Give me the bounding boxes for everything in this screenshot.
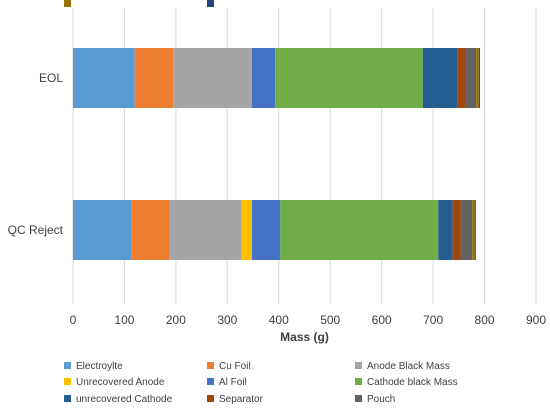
bar-segment-qc-reject-electroylte <box>73 200 132 260</box>
x-tick-label: 200 <box>166 313 186 327</box>
legend-swatch <box>207 362 214 369</box>
bar-segment-eol-unrecovered-cathode <box>422 48 458 108</box>
legend-item: Anode Black Mass <box>355 361 450 372</box>
bar-segment-qc-reject-anode-black-mass <box>169 200 242 260</box>
bar-segment-qc-reject-al-foil <box>252 200 281 260</box>
legend-item: Unrecovered Anode <box>64 377 165 388</box>
x-tick-label: 600 <box>372 313 392 327</box>
legend-item: Pouch <box>355 394 395 405</box>
legend-swatch <box>355 362 362 369</box>
legend-item: Cu Tab <box>64 0 108 7</box>
bar-segment-qc-reject-al-tab <box>474 200 476 260</box>
legend-item: Cathode black Mass <box>355 377 458 388</box>
legend-label: Cathode black Mass <box>367 377 458 388</box>
legend-swatch <box>64 395 71 402</box>
bar-segment-eol-al-tab <box>478 48 480 108</box>
legend-swatch <box>64 0 71 7</box>
x-tick-label: 700 <box>423 313 443 327</box>
x-tick-label: 800 <box>475 313 495 327</box>
x-axis-title: Mass (g) <box>280 330 329 344</box>
x-tick-label: 0 <box>70 313 77 327</box>
legend-label: Pouch <box>367 394 395 405</box>
legend-label: Al Tab <box>219 0 247 3</box>
bar-segment-qc-reject-cu-foil <box>131 200 170 260</box>
bar-segment-qc-reject-separator <box>452 200 461 260</box>
bar-segment-eol-anode-black-mass <box>173 48 253 108</box>
legend: Electroylte Cu Foil Anode Black Mass Unreco… <box>64 0 458 405</box>
x-tick-label: 500 <box>320 313 340 327</box>
bar-segment-qc-reject-pouch <box>460 200 473 260</box>
bar-segment-eol-cu-tab <box>476 48 479 108</box>
legend-swatch <box>207 0 214 7</box>
legend-label: Cu Tab <box>76 0 108 3</box>
bars <box>73 48 480 260</box>
legend-label: Anode Black Mass <box>367 361 450 372</box>
legend-item: Separator <box>207 394 264 405</box>
bar-segment-eol-al-foil <box>252 48 276 108</box>
legend-label: Electroylte <box>76 361 123 372</box>
y-category-label: EOL <box>39 71 63 85</box>
bar-segment-qc-reject-cathode-black-mass <box>280 200 439 260</box>
bar-segment-eol-cu-foil <box>134 48 174 108</box>
legend-swatch <box>207 378 214 385</box>
legend-swatch <box>64 362 71 369</box>
legend-swatch <box>64 378 71 385</box>
x-tick-label: 400 <box>269 313 289 327</box>
legend-swatch <box>355 378 362 385</box>
legend-label: Cu Foil <box>219 361 251 372</box>
bar-segment-qc-reject-unrecovered-anode <box>241 200 253 260</box>
legend-label: Al Foil <box>219 377 247 388</box>
legend-item: Cu Foil <box>207 361 251 372</box>
bar-segment-qc-reject-cu-tab <box>472 200 475 260</box>
legend-item: unrecovered Cathode <box>64 394 173 405</box>
legend-label: Separator <box>219 394 264 405</box>
legend-swatch <box>355 395 362 402</box>
y-category-label: QC Reject <box>8 223 64 237</box>
legend-label: unrecovered Cathode <box>76 394 173 405</box>
x-tick-label: 100 <box>114 313 134 327</box>
legend-label: Unrecovered Anode <box>76 377 165 388</box>
legend-swatch <box>207 395 214 402</box>
bar-segment-eol-cathode-black-mass <box>275 48 423 108</box>
x-tick-label: 300 <box>217 313 237 327</box>
legend-item: Al Foil <box>207 377 247 388</box>
bar-segment-eol-separator <box>457 48 466 108</box>
axes: 0 100 200 300 400 500 600 700 800 900 EOL QC Reject <box>8 71 547 327</box>
bar-segment-eol-pouch <box>465 48 477 108</box>
bar-segment-eol-electroylte <box>73 48 135 108</box>
bar-segment-qc-reject-unrecovered-cathode <box>438 200 453 260</box>
x-tick-label: 900 <box>526 313 546 327</box>
legend-item: Electroylte <box>64 361 123 372</box>
legend-item: Al Tab <box>207 0 247 7</box>
